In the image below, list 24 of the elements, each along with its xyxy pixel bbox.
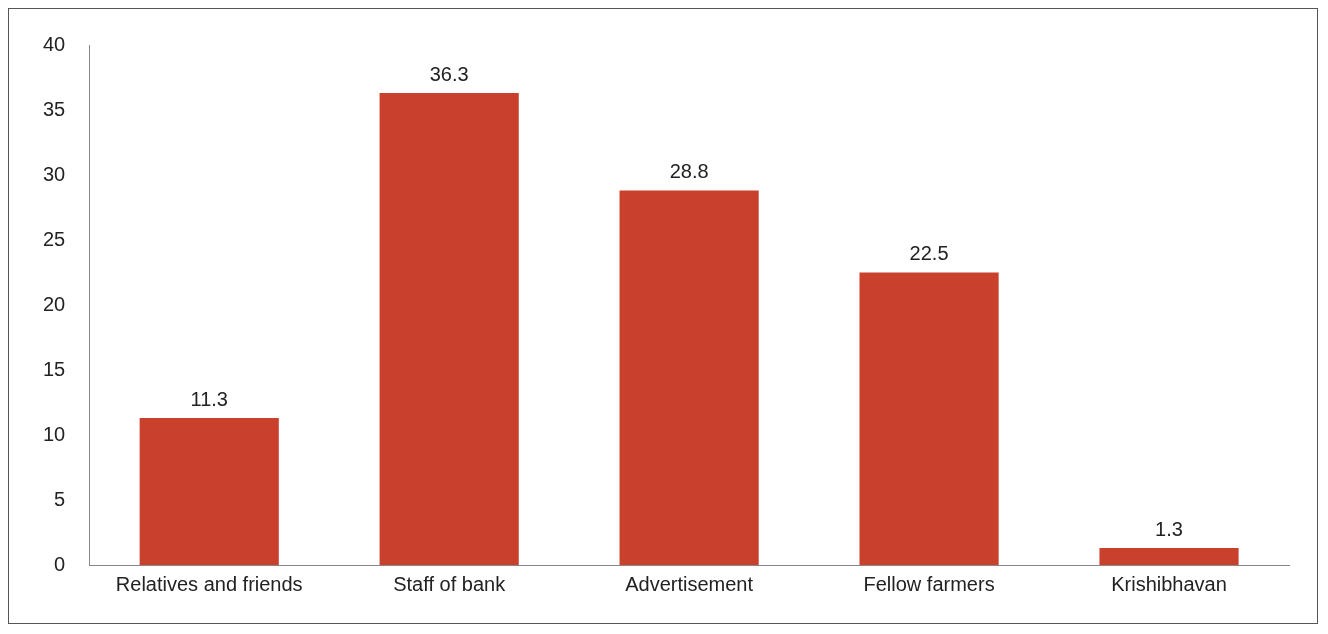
y-tick-label: 25	[43, 227, 66, 250]
data-label: 36.3	[429, 62, 469, 85]
x-tick-label: Fellow farmers	[863, 572, 995, 595]
x-tick-label: Staff of bank	[393, 572, 507, 595]
y-tick-label: 10	[43, 422, 66, 445]
bar	[619, 190, 759, 565]
x-tick-label: Krishibhavan	[1111, 572, 1227, 595]
data-label: 1.3	[1155, 517, 1183, 540]
y-tick-label: 40	[43, 32, 66, 55]
x-tick-label: Advertisement	[625, 572, 754, 595]
bar	[139, 418, 279, 565]
y-tick-label: 0	[54, 552, 66, 575]
bar	[859, 272, 999, 565]
y-tick-label: 5	[54, 487, 66, 510]
y-tick-label: 15	[43, 357, 66, 380]
y-tick-label: 30	[43, 162, 66, 185]
data-label: 22.5	[909, 242, 949, 265]
data-label: 11.3	[190, 387, 228, 410]
data-label: 28.8	[669, 160, 709, 183]
bar	[379, 93, 519, 565]
y-tick-label: 20	[43, 292, 66, 315]
bar	[1099, 548, 1239, 565]
y-tick-label: 35	[43, 97, 66, 120]
x-tick-label: Relatives and friends	[115, 572, 303, 595]
